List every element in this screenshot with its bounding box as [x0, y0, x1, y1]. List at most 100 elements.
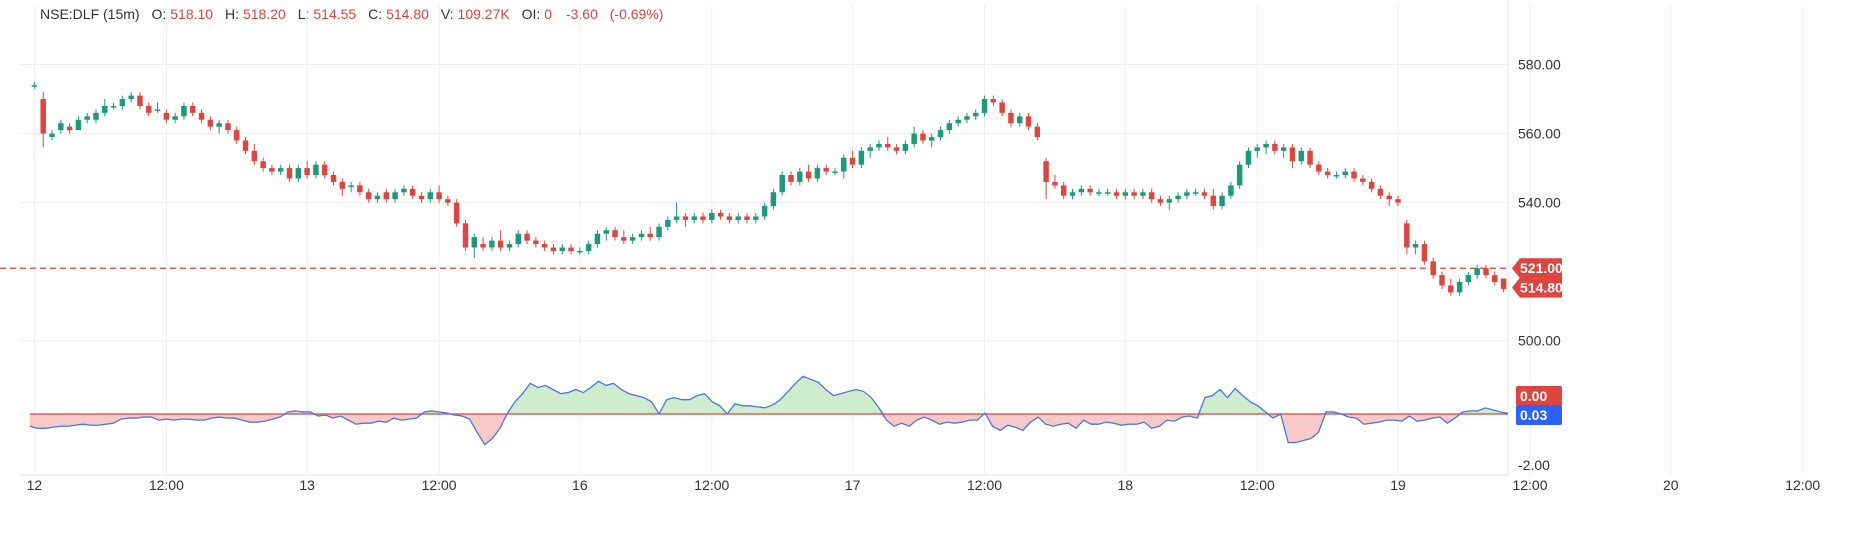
zero-tag: 0.00 [1516, 386, 1562, 406]
last-price-tag-text: 514.80 [1520, 280, 1563, 296]
candle-body [876, 143, 882, 148]
candle-body [207, 119, 214, 127]
candle-body [1140, 192, 1146, 196]
candle-body [1043, 161, 1049, 182]
candle-body [691, 216, 697, 220]
x-tick-label: 12 [27, 477, 43, 493]
candle-body [937, 130, 944, 138]
candle-body [612, 230, 618, 238]
candle-body [401, 188, 407, 193]
grid-lines [20, 0, 1804, 476]
candle-body [585, 244, 592, 251]
candle-body [541, 244, 548, 248]
candle-body [1131, 192, 1137, 196]
candle-body [638, 233, 645, 238]
candle-body [313, 164, 319, 176]
candle-body [832, 171, 838, 174]
candle-body [647, 233, 653, 238]
candle-body [1122, 192, 1129, 196]
y-tick-label: 540.00 [1518, 195, 1561, 211]
candle-body [779, 175, 785, 193]
candle-body [656, 226, 662, 238]
zero-tag-bg [1516, 386, 1562, 406]
candle-body [867, 147, 873, 151]
candle-body [383, 192, 390, 200]
candle-body [902, 143, 909, 151]
candle-body [1201, 192, 1208, 196]
volume-value: 109.27K [457, 6, 510, 22]
candle-body [1465, 275, 1472, 283]
candle-body [365, 192, 372, 200]
candle-body [1228, 185, 1234, 196]
candle-body [462, 223, 469, 248]
low-label: L: [297, 6, 310, 22]
candle-body [981, 99, 988, 113]
candle-body [1298, 150, 1304, 162]
open-label: O: [151, 6, 167, 22]
x-tick-label: 12:00 [149, 477, 184, 493]
candle-body [1456, 282, 1463, 293]
candle-body [84, 116, 90, 120]
candle-body [1254, 147, 1260, 151]
candle-body [480, 244, 486, 248]
price-line-tag-bg [1512, 258, 1562, 279]
candle-body [234, 130, 240, 141]
candle-body [1025, 116, 1032, 127]
candle-body [788, 175, 794, 182]
x-tick-label: 12:00 [694, 477, 729, 493]
high-label: H: [224, 6, 239, 22]
candle-body [1219, 195, 1225, 207]
candle-body [946, 123, 953, 131]
candle-body [920, 133, 926, 141]
candle-body [709, 212, 715, 220]
candle-body [190, 105, 196, 113]
candle-body [1166, 199, 1173, 203]
candle-body [1421, 244, 1428, 262]
candle-body [445, 199, 451, 203]
candle-body [1060, 185, 1067, 196]
candle-body [128, 95, 134, 100]
candle-body [1034, 126, 1041, 138]
candle-body [1113, 192, 1120, 196]
candle-body [1368, 181, 1375, 189]
candle-body [726, 216, 733, 220]
candle-body [409, 188, 416, 196]
candle-body [225, 123, 231, 131]
candle-body [93, 112, 99, 120]
candle-body [629, 237, 636, 241]
candle-body [269, 168, 275, 172]
candle-body [102, 105, 108, 113]
candle-body [1360, 178, 1366, 182]
chart-legend: NSE:DLF (15m) O: 518.10 H: 518.20 L: 514.55… [40, 6, 663, 22]
candle-body [471, 237, 478, 248]
volume-label: V: [440, 6, 454, 22]
candle-body [515, 233, 521, 245]
candle-body [753, 216, 759, 220]
candle-body [1008, 112, 1014, 124]
price-line-tag: 521.00 [1512, 258, 1563, 279]
y-tick-label: 560.00 [1518, 126, 1561, 142]
candle-body [339, 181, 346, 189]
candle-body [110, 105, 117, 108]
candle-body [1210, 195, 1217, 207]
y-axis: 580.00 560.00 540.00 500.00 521.00 514.80 0.00… [1512, 57, 1563, 473]
change-value: -3.60 [565, 6, 598, 22]
candle-body [1324, 171, 1331, 176]
candle-body [321, 164, 328, 176]
last-value-tag-text: 0.03 [1520, 407, 1547, 423]
candle-body [849, 157, 856, 165]
candle-body [427, 192, 434, 200]
candle-body [1184, 192, 1190, 196]
candle-body [1236, 164, 1243, 186]
candle-body [893, 147, 900, 151]
last-value-tag-bg [1516, 405, 1562, 425]
candle-body [797, 171, 803, 182]
candle-body [348, 185, 354, 187]
candle-body [242, 140, 249, 151]
last-value-tag: 0.03 [1516, 405, 1562, 425]
candle-body [805, 171, 812, 179]
candle-body [1492, 275, 1498, 283]
candle-body [75, 119, 82, 131]
candle-body [1157, 199, 1164, 203]
